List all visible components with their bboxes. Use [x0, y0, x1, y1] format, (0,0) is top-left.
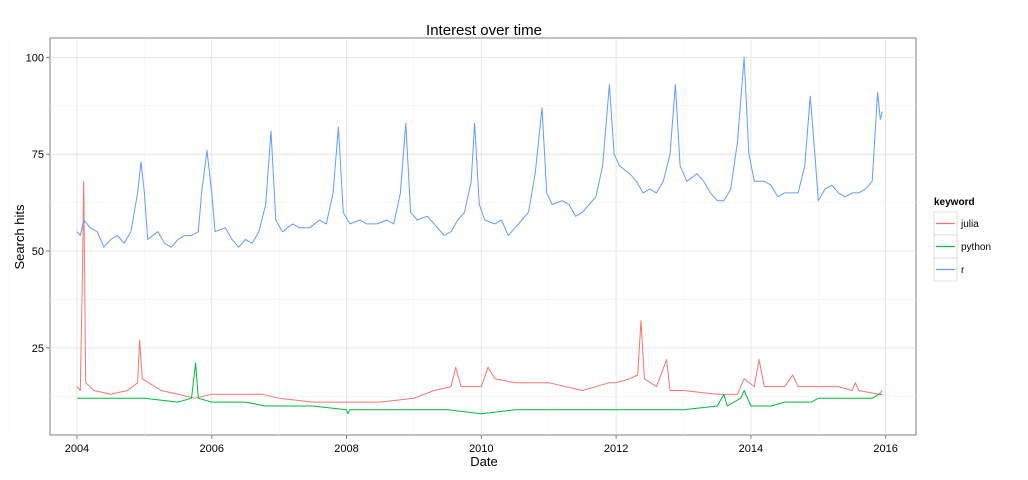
series-line-julia	[76, 180, 883, 403]
series-lines	[76, 56, 883, 415]
x-tick-label: 2014	[739, 443, 763, 455]
y-tick-label: 100	[26, 52, 44, 64]
x-tick-label: 2012	[604, 443, 628, 455]
chart-title: Interest over time	[426, 22, 542, 39]
series-line-python	[77, 362, 883, 415]
legend-label-python: python	[961, 242, 991, 253]
legend-label-r: r	[961, 265, 965, 276]
legend-label-julia: julia	[960, 219, 979, 230]
legend: keyword julia python r	[933, 197, 991, 282]
x-tick-label: 2004	[65, 443, 89, 455]
y-axis-ticks: 25 50 75 100	[26, 52, 50, 355]
legend-title: keyword	[934, 197, 975, 208]
y-tick-label: 75	[32, 149, 44, 161]
x-tick-label: 2006	[200, 443, 224, 455]
x-tick-label: 2008	[334, 443, 358, 455]
grid-lines	[9, 38, 916, 435]
y-axis-label: Search hits	[12, 204, 27, 270]
y-tick-label: 25	[32, 343, 44, 355]
x-axis-ticks: 2004 2006 2008 2010 2012 2014 2016	[65, 435, 898, 455]
y-tick-label: 50	[32, 246, 44, 258]
x-tick-label: 2016	[873, 443, 897, 455]
x-axis-label: Date	[470, 454, 497, 469]
x-tick-label: 2010	[469, 443, 493, 455]
plot-panel	[49, 37, 917, 436]
series-line-r	[76, 56, 883, 248]
